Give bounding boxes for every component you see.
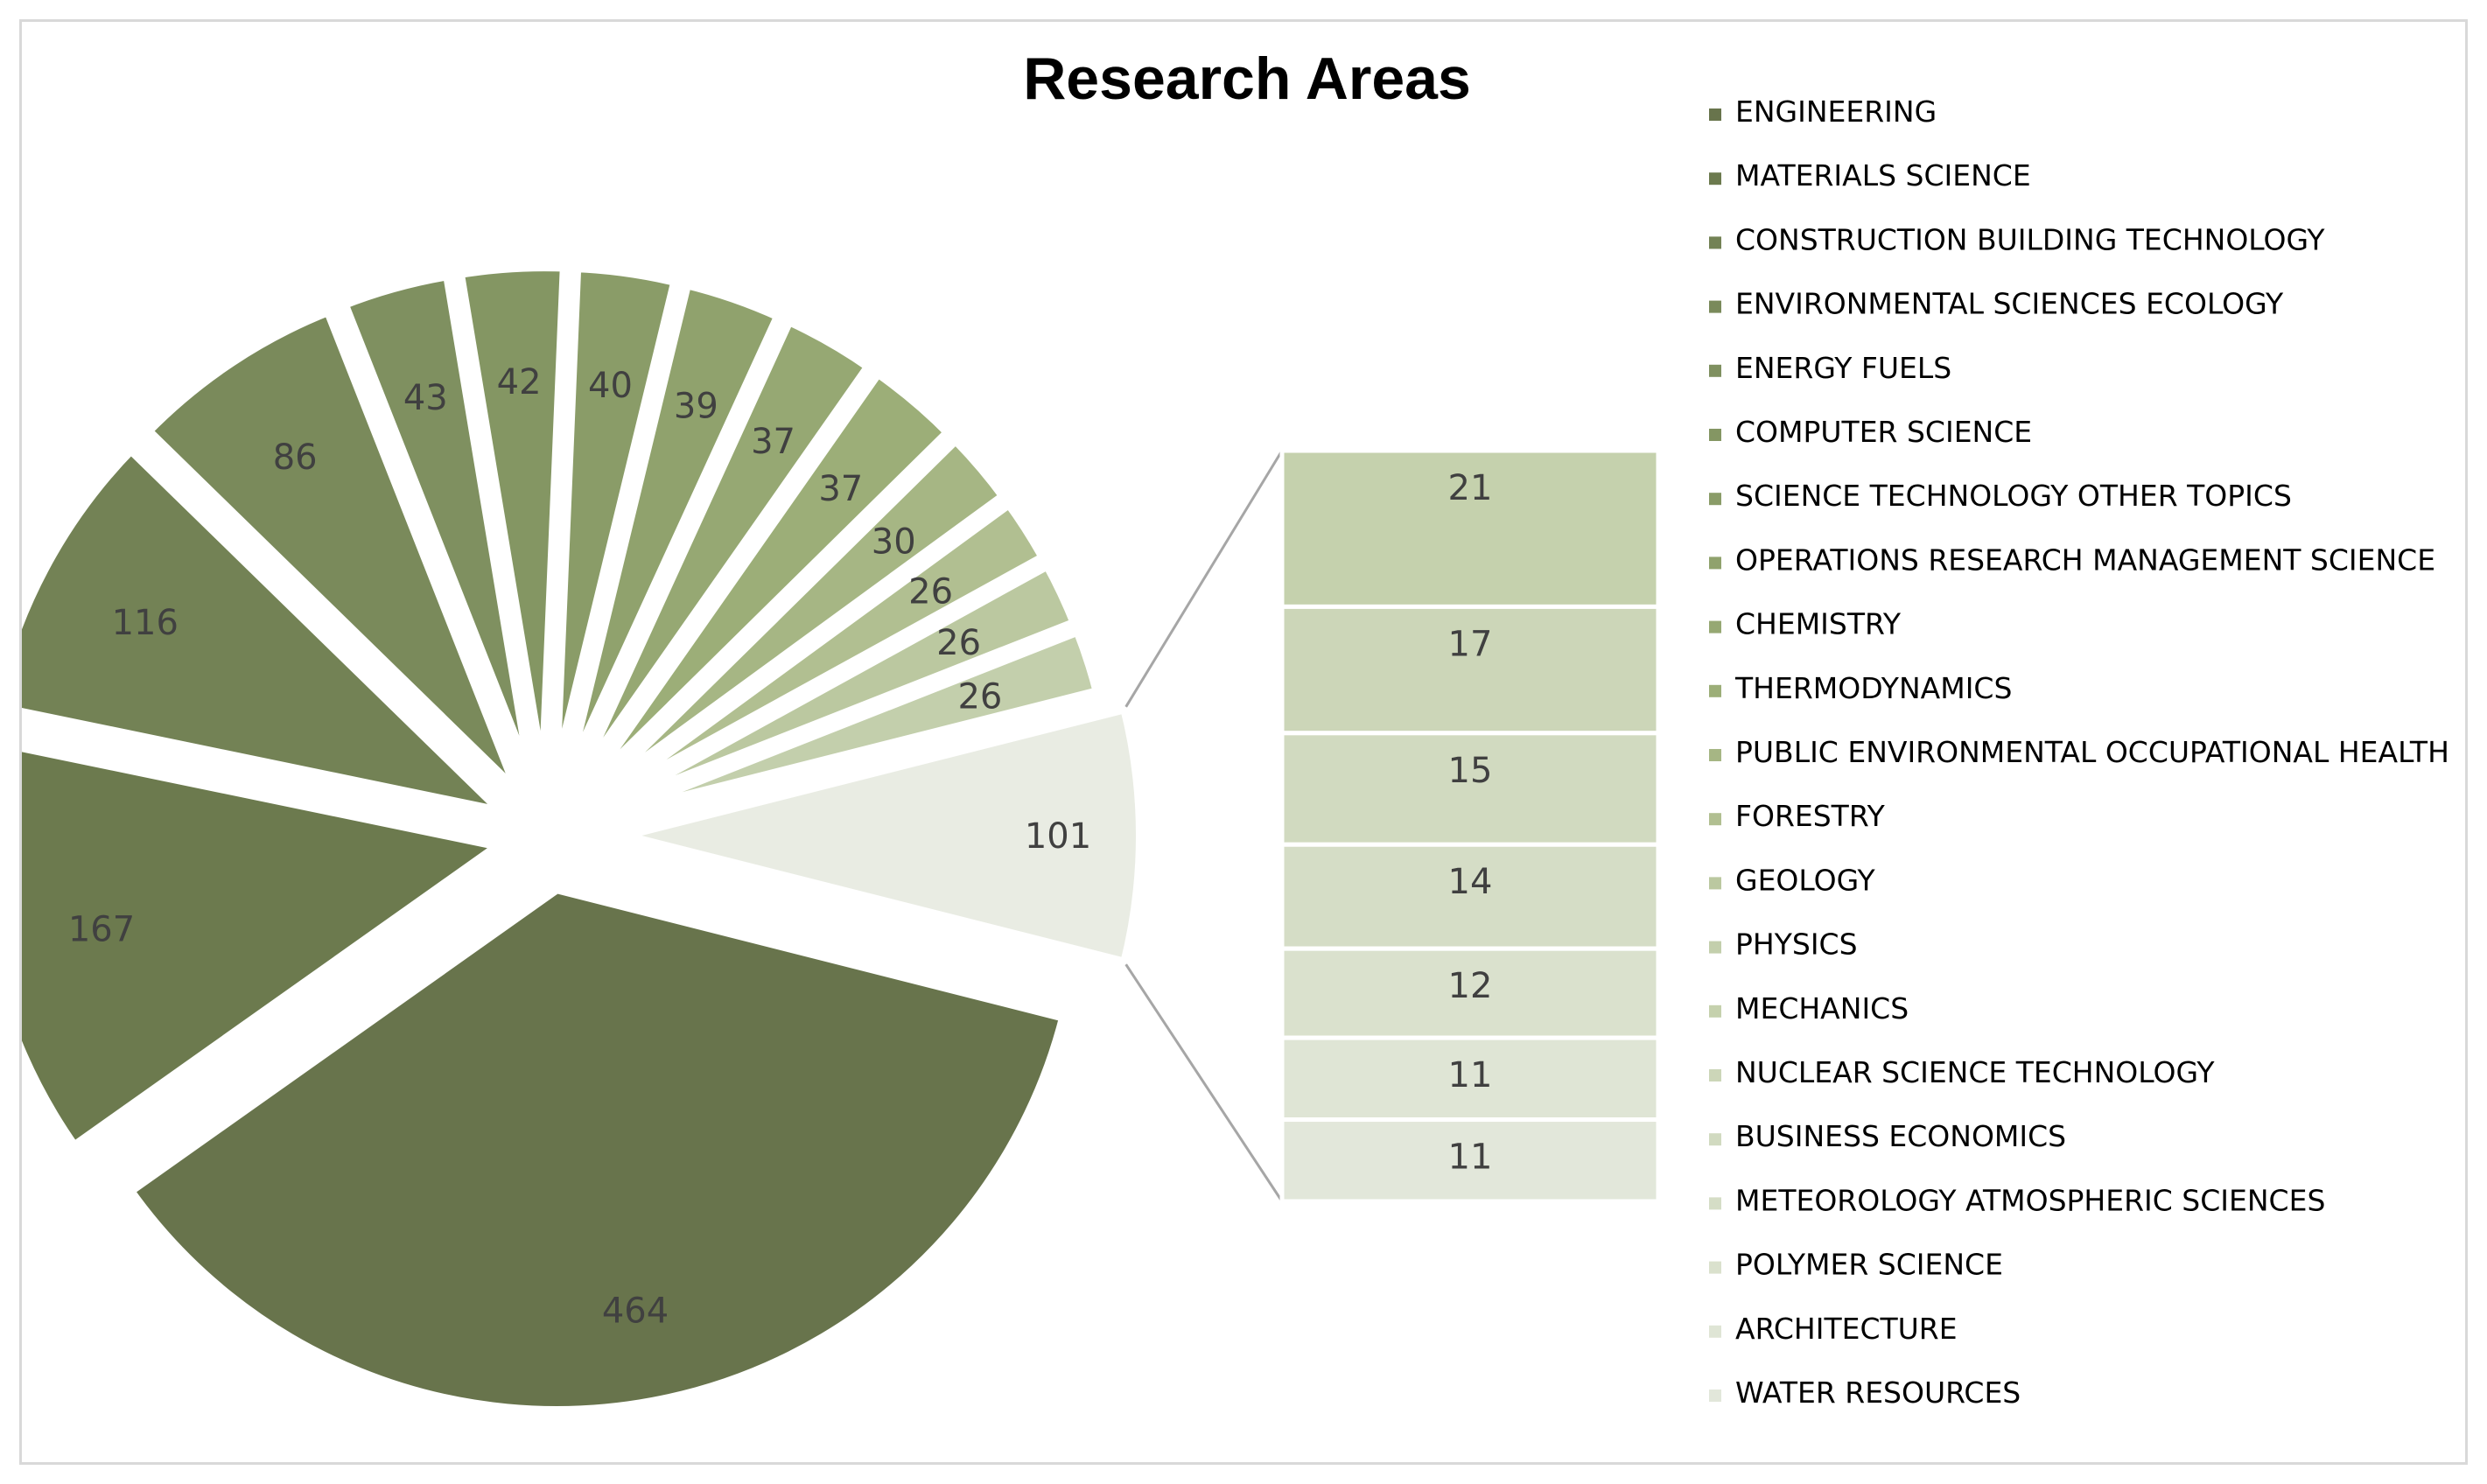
legend-swatch-8 — [1709, 620, 1721, 634]
pie-data-label-10: 30 — [872, 522, 916, 562]
legend-swatch-13 — [1709, 941, 1721, 954]
legend-label-2: CONSTRUCTION BUILDING TECHNOLOGY — [1735, 222, 2325, 256]
pie-data-label-5: 42 — [497, 362, 542, 402]
legend-label-5: COMPUTER SCIENCE — [1735, 415, 2032, 449]
pie-data-label-12: 26 — [936, 623, 981, 663]
pie-data-label-7: 39 — [674, 387, 718, 427]
pie-slice-8 — [564, 311, 879, 800]
legend-swatch-2 — [1709, 236, 1721, 249]
legend-label-1: MATERIALS SCIENCE — [1735, 158, 2031, 192]
legend-label-11: FORESTRY — [1735, 799, 1886, 833]
legend-label-4: ENERGY FUELS — [1735, 351, 1951, 385]
legend-swatch-1 — [1709, 172, 1721, 186]
legend-label-13: PHYSICS — [1735, 928, 1858, 962]
legend-swatch-9 — [1709, 684, 1721, 697]
legend-label-12: GEOLOGY — [1735, 863, 1876, 897]
pie-slice-2 — [22, 438, 527, 825]
bar-data-label-5: 11 — [1448, 1055, 1493, 1096]
pie-data-label-3: 86 — [273, 438, 318, 478]
pie-slice-9 — [571, 362, 959, 806]
pie-slice-1 — [22, 739, 518, 1158]
pie-data-label-0: 464 — [602, 1292, 669, 1332]
connector-line-top — [1124, 450, 1284, 708]
legend-swatch-3 — [1709, 300, 1721, 313]
bar-data-label-6: 11 — [1448, 1138, 1493, 1178]
pie-data-label-8: 37 — [751, 422, 795, 462]
bar-data-label-2: 15 — [1448, 751, 1493, 791]
pie-data-label-9: 37 — [818, 469, 863, 509]
pie-data-label-2: 116 — [112, 603, 179, 643]
legend-label-18: POLYMER SCIENCE — [1735, 1248, 2003, 1282]
legend-swatch-4 — [1709, 364, 1721, 377]
legend-swatch-15 — [1709, 1069, 1721, 1082]
pie-slice-other — [615, 699, 1148, 972]
legend-label-3: ENVIRONMENTAL SCIENCES ECOLOGY — [1735, 287, 2284, 321]
pie-data-label-1: 167 — [68, 909, 135, 949]
legend-label-6: SCIENCE TECHNOLOGY OTHER TOPICS — [1735, 479, 2292, 513]
legend-label-10: PUBLIC ENVIRONMENTAL OCCUPATIONAL HEALTH — [1735, 735, 2449, 769]
bar-group: 21 17 15 14 12 11 11 — [1279, 448, 1661, 1204]
pie-data-label-11: 26 — [908, 572, 953, 612]
legend-swatch-6 — [1709, 493, 1721, 506]
legend-label-14: MECHANICS — [1735, 991, 1909, 1026]
chart-title: Research Areas — [1023, 46, 1471, 112]
bar-data-label-4: 12 — [1448, 966, 1493, 1006]
bar-segment-3 — [1279, 842, 1661, 951]
legend-label-8: CHEMISTRY — [1735, 607, 1902, 641]
legend-swatch-16 — [1709, 1133, 1721, 1146]
pie-slice-0 — [119, 880, 1074, 1418]
legend-swatch-10 — [1709, 749, 1721, 761]
legend-label-0: ENGINEERING — [1735, 94, 1937, 129]
legend-swatch-7 — [1709, 556, 1721, 570]
bar-data-label-3: 14 — [1448, 862, 1493, 902]
legend-swatch-14 — [1709, 1004, 1721, 1018]
bar-data-label-0: 21 — [1448, 468, 1493, 508]
chart-frame: Research Areas 464 167 116 86 43 42 40 39 37 37 30… — [19, 19, 2468, 1465]
legend-swatch-12 — [1709, 877, 1721, 890]
pie-slice-10 — [577, 429, 1014, 811]
connector-line-bottom — [1124, 963, 1284, 1202]
bar-segment-6 — [1279, 1117, 1661, 1204]
legend-swatch-11 — [1709, 813, 1721, 826]
legend: ENGINEERING MATERIALS SCIENCE CONSTRUCTION… — [1709, 94, 2449, 1410]
legend-label-17: METEOROLOGY ATMOSPHERIC SCIENCES — [1735, 1183, 2325, 1217]
bar-data-label-1: 17 — [1448, 624, 1493, 664]
legend-swatch-18 — [1709, 1261, 1721, 1274]
legend-swatch-19 — [1709, 1325, 1721, 1338]
legend-label-20: WATER RESOURCES — [1735, 1376, 2021, 1410]
legend-label-9: THERMODYNAMICS — [1734, 671, 2012, 705]
pie-slice-13 — [587, 620, 1107, 828]
legend-label-16: BUSINESS ECONOMICS — [1735, 1119, 2066, 1153]
pie-slice-3 — [137, 301, 528, 802]
pie-slice-6 — [547, 259, 685, 793]
legend-swatch-5 — [1709, 429, 1721, 441]
pie-data-label-other: 101 — [1025, 816, 1091, 857]
connector-group — [1124, 450, 1284, 1202]
bar-segment-0 — [1279, 448, 1661, 609]
legend-label-19: ARCHITECTURE — [1735, 1312, 1958, 1346]
bar-segment-1 — [1279, 604, 1661, 736]
pie-data-label-6: 40 — [588, 366, 633, 406]
pie-slice-5 — [451, 259, 573, 792]
bar-segment-5 — [1279, 1035, 1661, 1123]
pie-slice-7 — [556, 275, 789, 795]
bar-segment-2 — [1279, 731, 1661, 847]
pie-data-label-13: 26 — [957, 677, 1002, 718]
legend-swatch-20 — [1709, 1390, 1721, 1402]
legend-label-7: OPERATIONS RESEARCH MANAGEMENT SCIENCE — [1735, 542, 2435, 577]
legend-swatch-0 — [1709, 108, 1721, 121]
pie-data-label-4: 43 — [403, 378, 448, 418]
pie-slice-4 — [333, 266, 542, 794]
legend-swatch-17 — [1709, 1197, 1721, 1210]
legend-label-15: NUCLEAR SCIENCE TECHNOLOGY — [1735, 1055, 2215, 1089]
